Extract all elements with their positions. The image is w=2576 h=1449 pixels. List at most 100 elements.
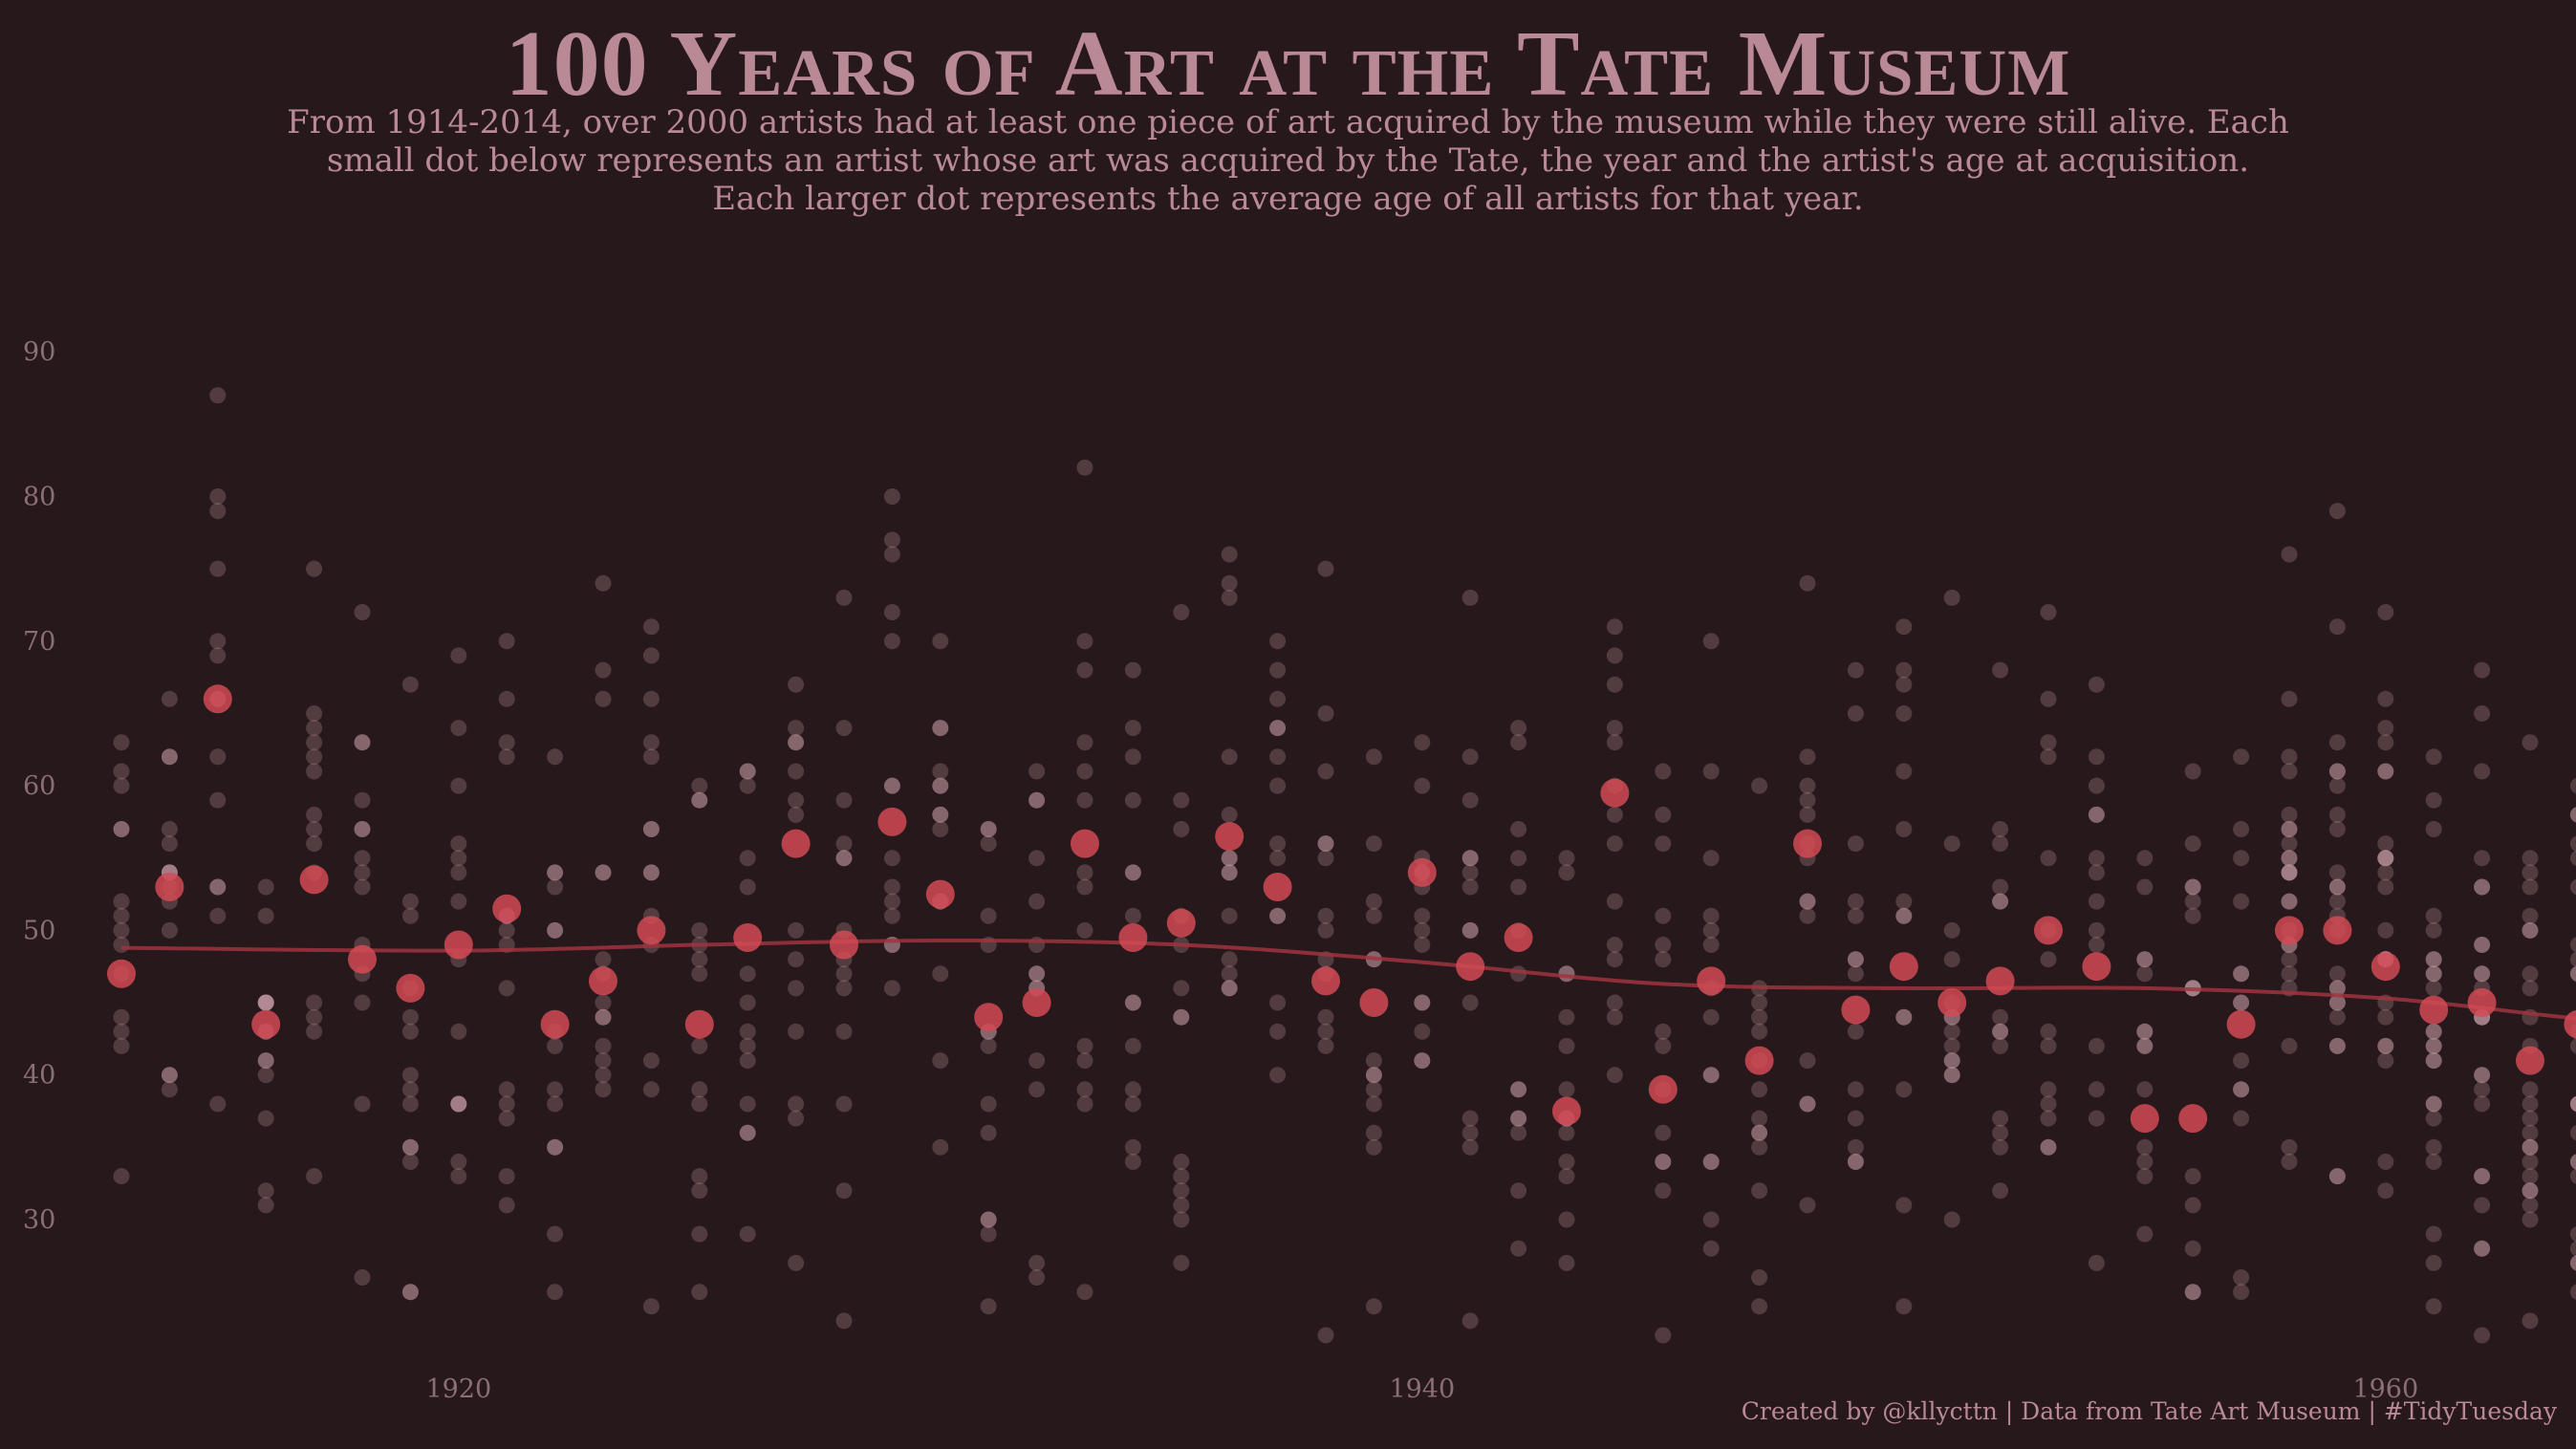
- artist-dot: [1799, 1052, 1816, 1070]
- artist-dot: [2184, 1240, 2201, 1257]
- artist-dot: [1895, 907, 1913, 924]
- artist-dot: [595, 864, 612, 881]
- artist-dot: [2136, 1138, 2154, 1156]
- mean-age-dot: [299, 865, 329, 895]
- artist-dot: [1461, 1124, 1479, 1141]
- artist-dot: [1221, 850, 1238, 867]
- artist-dot: [2569, 850, 2576, 866]
- artist-dot: [354, 994, 371, 1011]
- mean-age-dot: [2564, 1009, 2576, 1039]
- artist-dot: [1799, 1197, 1816, 1214]
- artist-dot: [498, 633, 515, 650]
- artist-dot: [2522, 1095, 2539, 1113]
- mean-age-dot: [107, 959, 136, 988]
- artist-dot: [2328, 503, 2346, 520]
- artist-dot: [2328, 878, 2346, 896]
- mean-age-dot: [925, 879, 955, 909]
- artist-dot: [2136, 1023, 2154, 1040]
- artist-dot: [1847, 1138, 1864, 1156]
- artist-dot: [2377, 878, 2394, 896]
- artist-dot: [547, 1095, 564, 1113]
- artist-dot: [1702, 1008, 1720, 1026]
- artist-dot: [2474, 878, 2491, 896]
- artist-dot: [2569, 807, 2576, 823]
- artist-dot: [835, 835, 853, 853]
- artist-dot: [1943, 1067, 1960, 1084]
- artist-dot: [2474, 850, 2491, 867]
- artist-dot: [932, 720, 949, 737]
- artist-dot: [691, 1284, 708, 1301]
- artist-dot: [113, 1168, 130, 1185]
- artist-dot: [1895, 893, 1913, 910]
- artist-dot: [1943, 1052, 1960, 1070]
- artist-dot: [1461, 1138, 1479, 1156]
- artist-dot: [2136, 951, 2154, 968]
- artist-dot: [2425, 980, 2442, 997]
- artist-dot: [2184, 878, 2201, 896]
- artist-dot: [642, 821, 660, 837]
- artist-dot: [1558, 1211, 1575, 1228]
- artist-dot: [450, 835, 467, 853]
- artist-dot: [2377, 921, 2394, 939]
- artist-dot: [2328, 763, 2346, 780]
- artist-dot: [1847, 893, 1864, 910]
- artist-dot: [642, 864, 660, 881]
- artist-dot: [113, 821, 130, 837]
- source-caption: Created by @kllycttn | Data from Tate Ar…: [1741, 1397, 2557, 1425]
- artist-dot: [547, 1225, 564, 1243]
- artist-dot: [209, 878, 227, 896]
- artist-dot: [209, 503, 227, 520]
- artist-dot: [932, 806, 949, 823]
- artist-dot: [1799, 791, 1816, 809]
- artist-dot: [2377, 864, 2394, 881]
- artist-dot: [2136, 1037, 2154, 1054]
- artist-dot: [980, 1225, 997, 1243]
- artist-dot: [691, 1225, 708, 1243]
- artist-dot: [1655, 763, 1672, 780]
- artist-dot: [2328, 618, 2346, 636]
- artist-dot: [2328, 864, 2346, 881]
- artist-dot: [2569, 965, 2576, 982]
- artist-dot: [1317, 907, 1334, 924]
- artist-dot: [1414, 937, 1431, 953]
- artist-dot: [547, 921, 564, 939]
- artist-dot: [1895, 1008, 1913, 1026]
- artist-dot: [1414, 1052, 1431, 1070]
- artist-dot: [1269, 720, 1287, 737]
- artist-dot: [1076, 661, 1093, 679]
- artist-dot: [980, 1298, 997, 1315]
- artist-dot: [2328, 994, 2346, 1011]
- artist-dot: [1028, 791, 1046, 809]
- mean-age-dot: [1697, 966, 1726, 996]
- artist-dot: [1606, 734, 1623, 751]
- mean-age-dot: [203, 684, 232, 714]
- artist-dot: [401, 1095, 419, 1113]
- artist-dot: [1221, 589, 1238, 606]
- artist-dot: [1269, 777, 1287, 794]
- artist-dot: [883, 878, 900, 896]
- artist-dot: [1799, 1095, 1816, 1113]
- artist-dot: [595, 994, 612, 1011]
- artist-dot: [739, 1052, 756, 1070]
- artist-dot: [2474, 1095, 2491, 1113]
- artist-dot: [1173, 1008, 1190, 1026]
- artist-dot: [1124, 1095, 1141, 1113]
- artist-dot: [595, 1037, 612, 1054]
- artist-dot: [1317, 835, 1334, 853]
- artist-dot: [2425, 821, 2442, 837]
- artist-dot: [932, 1138, 949, 1156]
- artist-dot: [2088, 806, 2105, 823]
- artist-dot: [306, 1168, 323, 1185]
- artist-dot: [2522, 1197, 2539, 1214]
- artist-dot: [354, 734, 371, 751]
- mean-age-dot: [2082, 952, 2111, 982]
- artist-dot: [883, 907, 900, 924]
- artist-dot: [2425, 1037, 2442, 1054]
- artist-dot: [2088, 1254, 2105, 1271]
- x-tick-label: 1960: [2352, 1374, 2418, 1404]
- artist-dot: [2088, 676, 2105, 693]
- artist-dot: [547, 1138, 564, 1156]
- artist-dot: [1655, 1154, 1672, 1170]
- artist-dot: [1606, 618, 1623, 636]
- artist-dot: [1606, 835, 1623, 853]
